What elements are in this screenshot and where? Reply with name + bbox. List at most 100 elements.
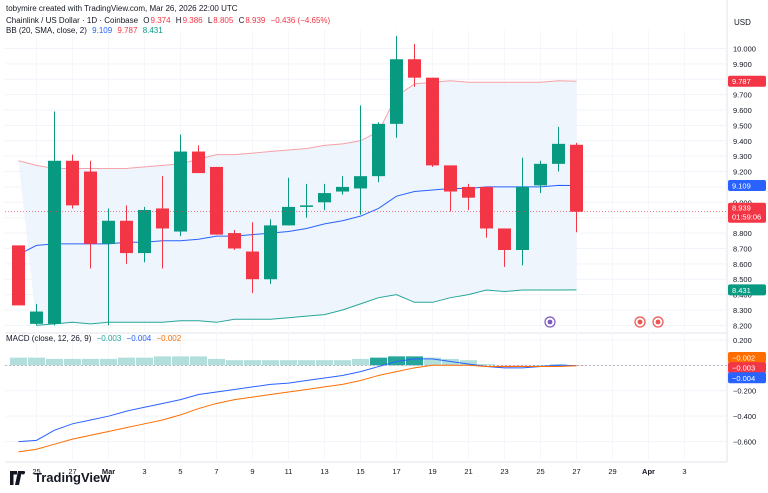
high-label: H9.386 [175,16,203,25]
candle-body [264,225,277,280]
candle-body [120,220,133,254]
bb-header: BB (20, SMA, close, 2) 9.109 9.787 8.431 [6,26,166,35]
macd-histogram-bar [298,360,315,366]
macd-tick-label: −0.200 [733,387,756,396]
macd-histogram-bar [406,356,423,366]
macd-badge-b: −0.003 [732,364,755,373]
time-tick-label: 29 [608,467,616,476]
tradingview-icon [10,470,26,485]
time-tick-label: 13 [320,467,328,476]
candles [5,36,727,326]
bb-upper-line [18,80,577,169]
time-tick-label: 23 [500,467,508,476]
macd-badge-b-bg [728,362,766,374]
bb-basis-value: 9.109 [92,26,113,35]
change-label: −0.436 (−4.65%) [270,16,331,25]
candle-body [210,166,223,235]
open-label: O9.374 [143,16,171,25]
price-tick-label: 8.800 [733,229,752,238]
upper-band-badge-bg [728,75,766,87]
candle-body [498,228,511,250]
close-label: C8.939 [238,16,266,25]
countdown-badge: 01:59:06 [732,213,761,222]
candle-body [48,160,61,324]
candle-body [444,165,457,192]
price-tick-label: 9.200 [733,168,752,177]
time-tick-label: 9 [250,467,254,476]
macd-line [18,358,577,443]
candle-body [174,151,187,232]
ohlc-header: Chainlink / US Dollar · 1D · Coinbase O9… [6,16,333,25]
candle-body [246,251,259,280]
candle-body [282,206,295,226]
time-tick-label: 11 [285,467,293,476]
candle-body [462,186,475,198]
macd-header: MACD (close, 12, 26, 9) −0.003 −0.004 −0… [6,334,184,343]
event-marker-dot [655,319,661,325]
upper-band-badge: 9.787 [732,77,751,86]
time-tick-label: 19 [428,467,436,476]
candle-body [102,220,115,244]
macd-histogram-bar [100,358,117,366]
macd-histogram-bar [64,358,81,366]
bb-lower-line [36,289,577,326]
candle-body [552,143,565,164]
time-tick-label: 17 [392,467,400,476]
price-tick-label: 10.000 [733,44,756,53]
macd-histogram-bar [154,356,171,366]
macd-badge-c-bg [728,372,766,384]
candle-body [192,151,205,174]
basis-badge-bg [728,180,766,192]
candle-body [30,311,43,324]
price-tick-label: 9.900 [733,60,752,69]
price-tick-label: 8.700 [733,244,752,253]
macd-histogram-bar [262,360,279,366]
candle-body [66,160,79,206]
bb-upper-value: 9.787 [117,26,138,35]
time-tick-label: 5 [178,467,182,476]
macd-histogram-bar [568,365,585,367]
macd-badge-c: −0.004 [732,374,755,383]
candle-body [84,171,97,244]
macd-histogram-bar [460,360,477,366]
macd-value-1: −0.003 [96,334,122,343]
time-tick-label: 7 [214,467,218,476]
macd-histogram-bar [550,364,567,366]
macd-histogram-bar [136,357,153,366]
macd-histogram-bar [118,357,135,366]
tradingview-logo: TradingView [8,470,110,485]
macd-label: MACD (close, 12, 26, 9) [6,334,92,343]
candle-body [390,59,403,124]
close-badge: 8.939 [732,204,751,213]
candle-body [372,123,385,177]
macd-value-2: −0.004 [126,334,152,343]
macd-histogram-bar [532,365,549,367]
candle-body [336,186,349,192]
macd-tick-label: −0.400 [733,412,756,421]
candle-body [534,163,547,186]
time-tick-label: 27 [572,467,580,476]
time-tick-label: Apr [642,467,655,476]
candle-body [228,233,241,249]
candle-body [570,144,583,212]
macd-histogram-bar [334,360,351,366]
event-marker-dot [547,319,553,325]
low-label: L8.805 [207,16,234,25]
time-tick-label: 27 [68,467,76,476]
candle-body [516,186,529,250]
candle-body [354,176,367,189]
price-tick-label: 8.500 [733,275,752,284]
macd-histogram-bar [514,365,531,367]
macd-histogram-bar [82,358,99,366]
time-tick-label: 15 [356,467,364,476]
time-tick-label: 25 [536,467,544,476]
bb-lower-value: 8.431 [142,26,163,35]
macd-histogram-bar [352,358,369,366]
candle-body [480,186,493,229]
time-tick-label: 21 [464,467,472,476]
macd-histogram-bar [10,357,27,366]
macd-histogram-bar [370,357,387,366]
macd-histogram-bar [478,364,495,366]
